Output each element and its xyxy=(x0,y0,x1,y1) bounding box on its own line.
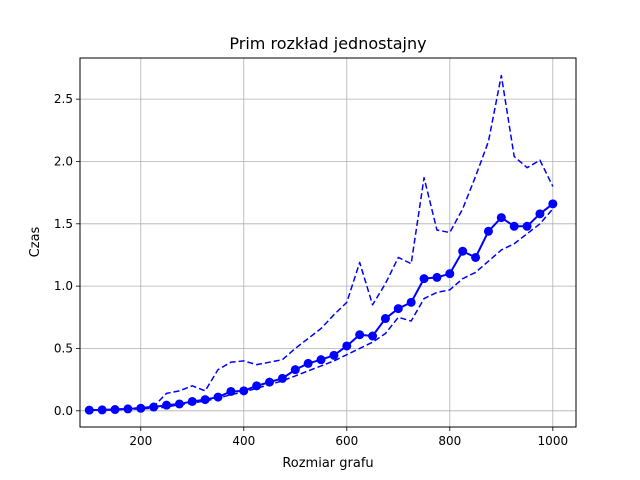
ticks: 200 400 600 800 1000 0.0 0.5 1.0 1.5 2.0 2.5 xyxy=(54,92,568,448)
x-tick-label: 800 xyxy=(438,434,461,448)
data-point xyxy=(342,341,352,351)
data-point xyxy=(162,400,172,410)
x-tick-label: 600 xyxy=(335,434,358,448)
data-point xyxy=(522,221,532,231)
data-point xyxy=(548,199,558,209)
data-point xyxy=(406,297,416,307)
plot-frame xyxy=(79,57,577,428)
data-point xyxy=(368,331,378,341)
y-axis-label: Czas xyxy=(28,226,43,257)
data-point xyxy=(290,365,300,375)
data-point xyxy=(432,272,442,282)
y-tick-label: 2.5 xyxy=(54,92,73,106)
x-tick-label: 400 xyxy=(232,434,255,448)
data-point xyxy=(535,209,545,219)
data-point xyxy=(355,330,365,340)
y-tick-label: 0.5 xyxy=(54,341,73,355)
data-point xyxy=(458,246,468,256)
data-point xyxy=(496,213,506,223)
x-tick-label: 1000 xyxy=(538,434,569,448)
data-point xyxy=(329,350,339,360)
data-point xyxy=(136,403,146,413)
data-point xyxy=(110,405,120,415)
data-point xyxy=(200,395,210,405)
data-point xyxy=(419,274,429,284)
series-line-dashed-2 xyxy=(89,208,554,412)
data-point xyxy=(239,386,249,396)
chart-title: Prim rozkład jednostajny xyxy=(229,34,426,53)
y-tick-label: 1.0 xyxy=(54,279,73,293)
data-point xyxy=(316,355,326,365)
x-tick-label: 200 xyxy=(129,434,152,448)
data-point xyxy=(471,252,481,262)
series-layer xyxy=(84,74,558,415)
data-point xyxy=(509,221,519,231)
series-line-dashed-1 xyxy=(89,74,554,411)
grid xyxy=(80,58,576,427)
data-point xyxy=(445,269,455,279)
y-tick-label: 1.5 xyxy=(54,217,73,231)
data-point xyxy=(393,304,403,314)
y-tick-label: 2.0 xyxy=(54,154,73,168)
data-point xyxy=(187,396,197,406)
data-point xyxy=(380,314,390,324)
data-point xyxy=(483,226,493,236)
y-tick-label: 0.0 xyxy=(54,404,73,418)
data-point xyxy=(213,392,223,402)
data-point xyxy=(303,358,313,368)
x-axis-label: Rozmiar grafu xyxy=(282,456,373,471)
